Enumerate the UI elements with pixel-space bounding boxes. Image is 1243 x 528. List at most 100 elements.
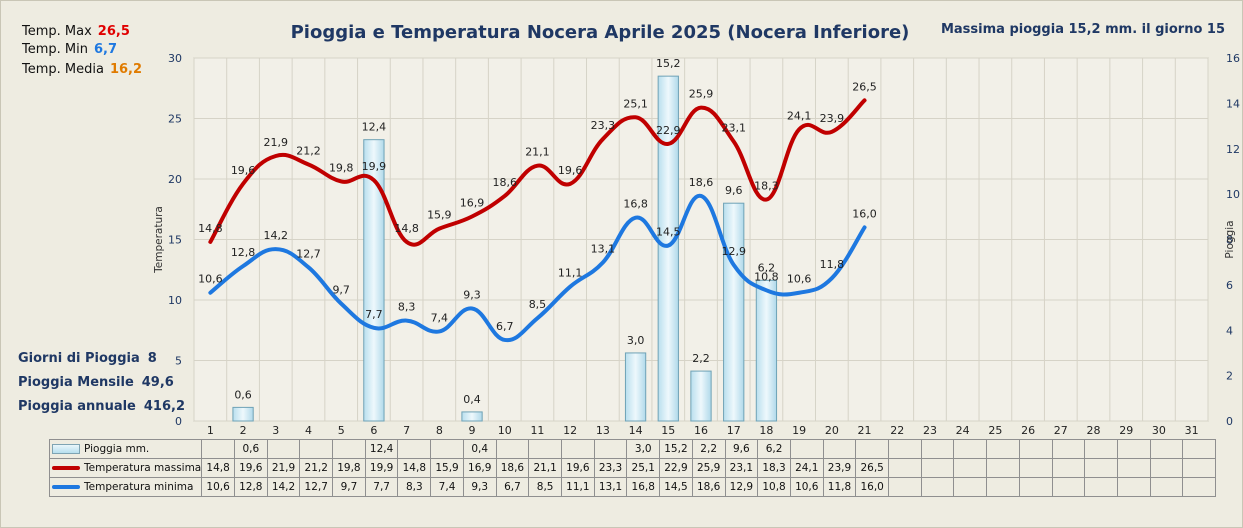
legend-series-name: Pioggia mm.	[84, 443, 150, 455]
table-cell: 0,4	[462, 439, 497, 459]
rain-bar	[624, 352, 647, 422]
x-tick-label: 24	[956, 424, 970, 437]
temp-max-data-label: 24,1	[787, 109, 812, 122]
table-cell: 11,8	[822, 477, 857, 497]
table-cell	[201, 439, 235, 459]
table-cell: 10,6	[201, 477, 235, 497]
table-cell: 6,2	[757, 439, 791, 459]
x-tick-label: 23	[923, 424, 937, 437]
temp-min-data-label: 6,7	[496, 320, 514, 333]
table-cell	[1116, 477, 1151, 497]
rain-data-label: 12,4	[362, 121, 387, 134]
table-cell	[789, 439, 824, 459]
table-cell	[1051, 439, 1086, 459]
table-cell	[430, 439, 464, 459]
table-cell: 8,5	[528, 477, 562, 497]
x-tick-label: 20	[825, 424, 839, 437]
table-cell	[1051, 477, 1086, 497]
table-cell	[855, 439, 890, 459]
table-cell: 6,7	[495, 477, 530, 497]
table-cell: 14,5	[659, 477, 693, 497]
x-tick-label: 1	[207, 424, 214, 437]
table-cell	[299, 439, 334, 459]
stat-temp-min-value: 6,7	[93, 42, 118, 57]
x-tick-label: 29	[1119, 424, 1133, 437]
legend-series-name: Temperatura minima	[84, 481, 194, 493]
chart-title: Pioggia e Temperatura Nocera Aprile 2025…	[290, 22, 910, 43]
temp-max-data-label: 21,9	[264, 136, 289, 149]
table-cell: 14,8	[201, 458, 235, 478]
rain-data-label: 3,0	[627, 334, 645, 347]
table-cell: 11,1	[560, 477, 595, 497]
table-cell	[266, 439, 301, 459]
temp-max-data-label: 19,9	[362, 160, 387, 173]
table-cell: 3,0	[626, 439, 661, 459]
table-cell: 19,9	[364, 458, 399, 478]
table-cell	[920, 439, 955, 459]
temp-min-data-label: 16,0	[852, 207, 877, 220]
y-tick-label: 30	[168, 52, 182, 65]
x-tick-label: 26	[1021, 424, 1035, 437]
table-cell: 10,6	[789, 477, 824, 497]
x-tick-label: 3	[272, 424, 279, 437]
table-row-label: Pioggia mm.	[48, 439, 203, 459]
x-tick-label: 9	[469, 424, 476, 437]
rain-data-label: 9,6	[725, 184, 743, 197]
stat-temp-avg-label: Temp. Media	[22, 62, 104, 77]
stat-temp-max-label: Temp. Max	[22, 24, 92, 39]
stat-temp-max: Temp. Max 26,5	[22, 24, 130, 39]
table-cell: 23,9	[822, 458, 857, 478]
temp-max-data-label: 16,9	[460, 197, 485, 210]
y2-tick-label: 6	[1226, 279, 1233, 292]
rain-bar	[461, 411, 483, 422]
table-row-temp-max: Temperatura massima 14,8 19,6 21,9 21,2 19,8 1…	[48, 458, 1217, 478]
y-tick-label: 15	[168, 234, 182, 247]
temp-min-data-label: 10,6	[787, 273, 812, 286]
rain-data-label: 6,2	[758, 261, 776, 274]
table-cell: 25,1	[626, 458, 661, 478]
rain-days-label: Giorni di Pioggia	[18, 351, 140, 366]
temp-max-data-label: 26,5	[852, 80, 877, 93]
table-cell	[332, 439, 366, 459]
table-cell	[1018, 458, 1053, 478]
data-table: Pioggia mm. 0,6 12,4 0,4 3,0 15,2 2,2 9,6 6,2 Tem…	[48, 439, 1217, 497]
x-tick-label: 15	[661, 424, 675, 437]
table-cell: 7,7	[364, 477, 399, 497]
table-cell: 12,4	[364, 439, 399, 459]
table-cell: 16,9	[462, 458, 497, 478]
temp-min-data-label: 12,9	[721, 245, 746, 258]
temp-max-data-label: 14,8	[394, 222, 419, 235]
table-cell	[920, 477, 955, 497]
rain-data-label: 0,4	[463, 393, 481, 406]
temp-min-data-label: 10,6	[198, 273, 223, 286]
table-cell: 8,3	[397, 477, 432, 497]
table-cell	[1018, 439, 1053, 459]
y-tick-label: 20	[168, 173, 182, 186]
table-cell	[560, 439, 595, 459]
table-cell	[986, 477, 1020, 497]
y2-tick-label: 14	[1226, 97, 1240, 110]
table-row-temp-min: Temperatura minima 10,6 12,8 14,2 12,7 9,7 7,7…	[48, 477, 1217, 497]
rain-bar	[363, 139, 385, 422]
x-tick-label: 31	[1185, 424, 1199, 437]
annual-rain-label: Pioggia annuale	[18, 399, 136, 414]
x-tick-label: 5	[338, 424, 345, 437]
rain-bar	[755, 279, 778, 422]
y2-tick-label: 4	[1226, 324, 1233, 337]
temp-max-data-label: 23,9	[820, 112, 845, 125]
temp-min-data-label: 9,3	[463, 288, 481, 301]
table-cell: 16,0	[855, 477, 890, 497]
temp-max-data-label: 23,1	[721, 121, 746, 134]
x-tick-label: 19	[792, 424, 806, 437]
temp-min-data-label: 14,5	[656, 226, 681, 239]
monthly-rain: Pioggia Mensile 49,6	[18, 375, 174, 390]
temp-max-data-label: 19,6	[231, 164, 256, 177]
table-cell: 14,8	[397, 458, 432, 478]
temp-max-data-label: 18,3	[754, 180, 779, 193]
table-cell: 15,2	[659, 439, 693, 459]
x-tick-label: 4	[305, 424, 312, 437]
annual-rain: Pioggia annuale 416,2	[18, 399, 185, 414]
legend-key-icon	[52, 444, 80, 454]
y2-tick-label: 12	[1226, 143, 1240, 156]
